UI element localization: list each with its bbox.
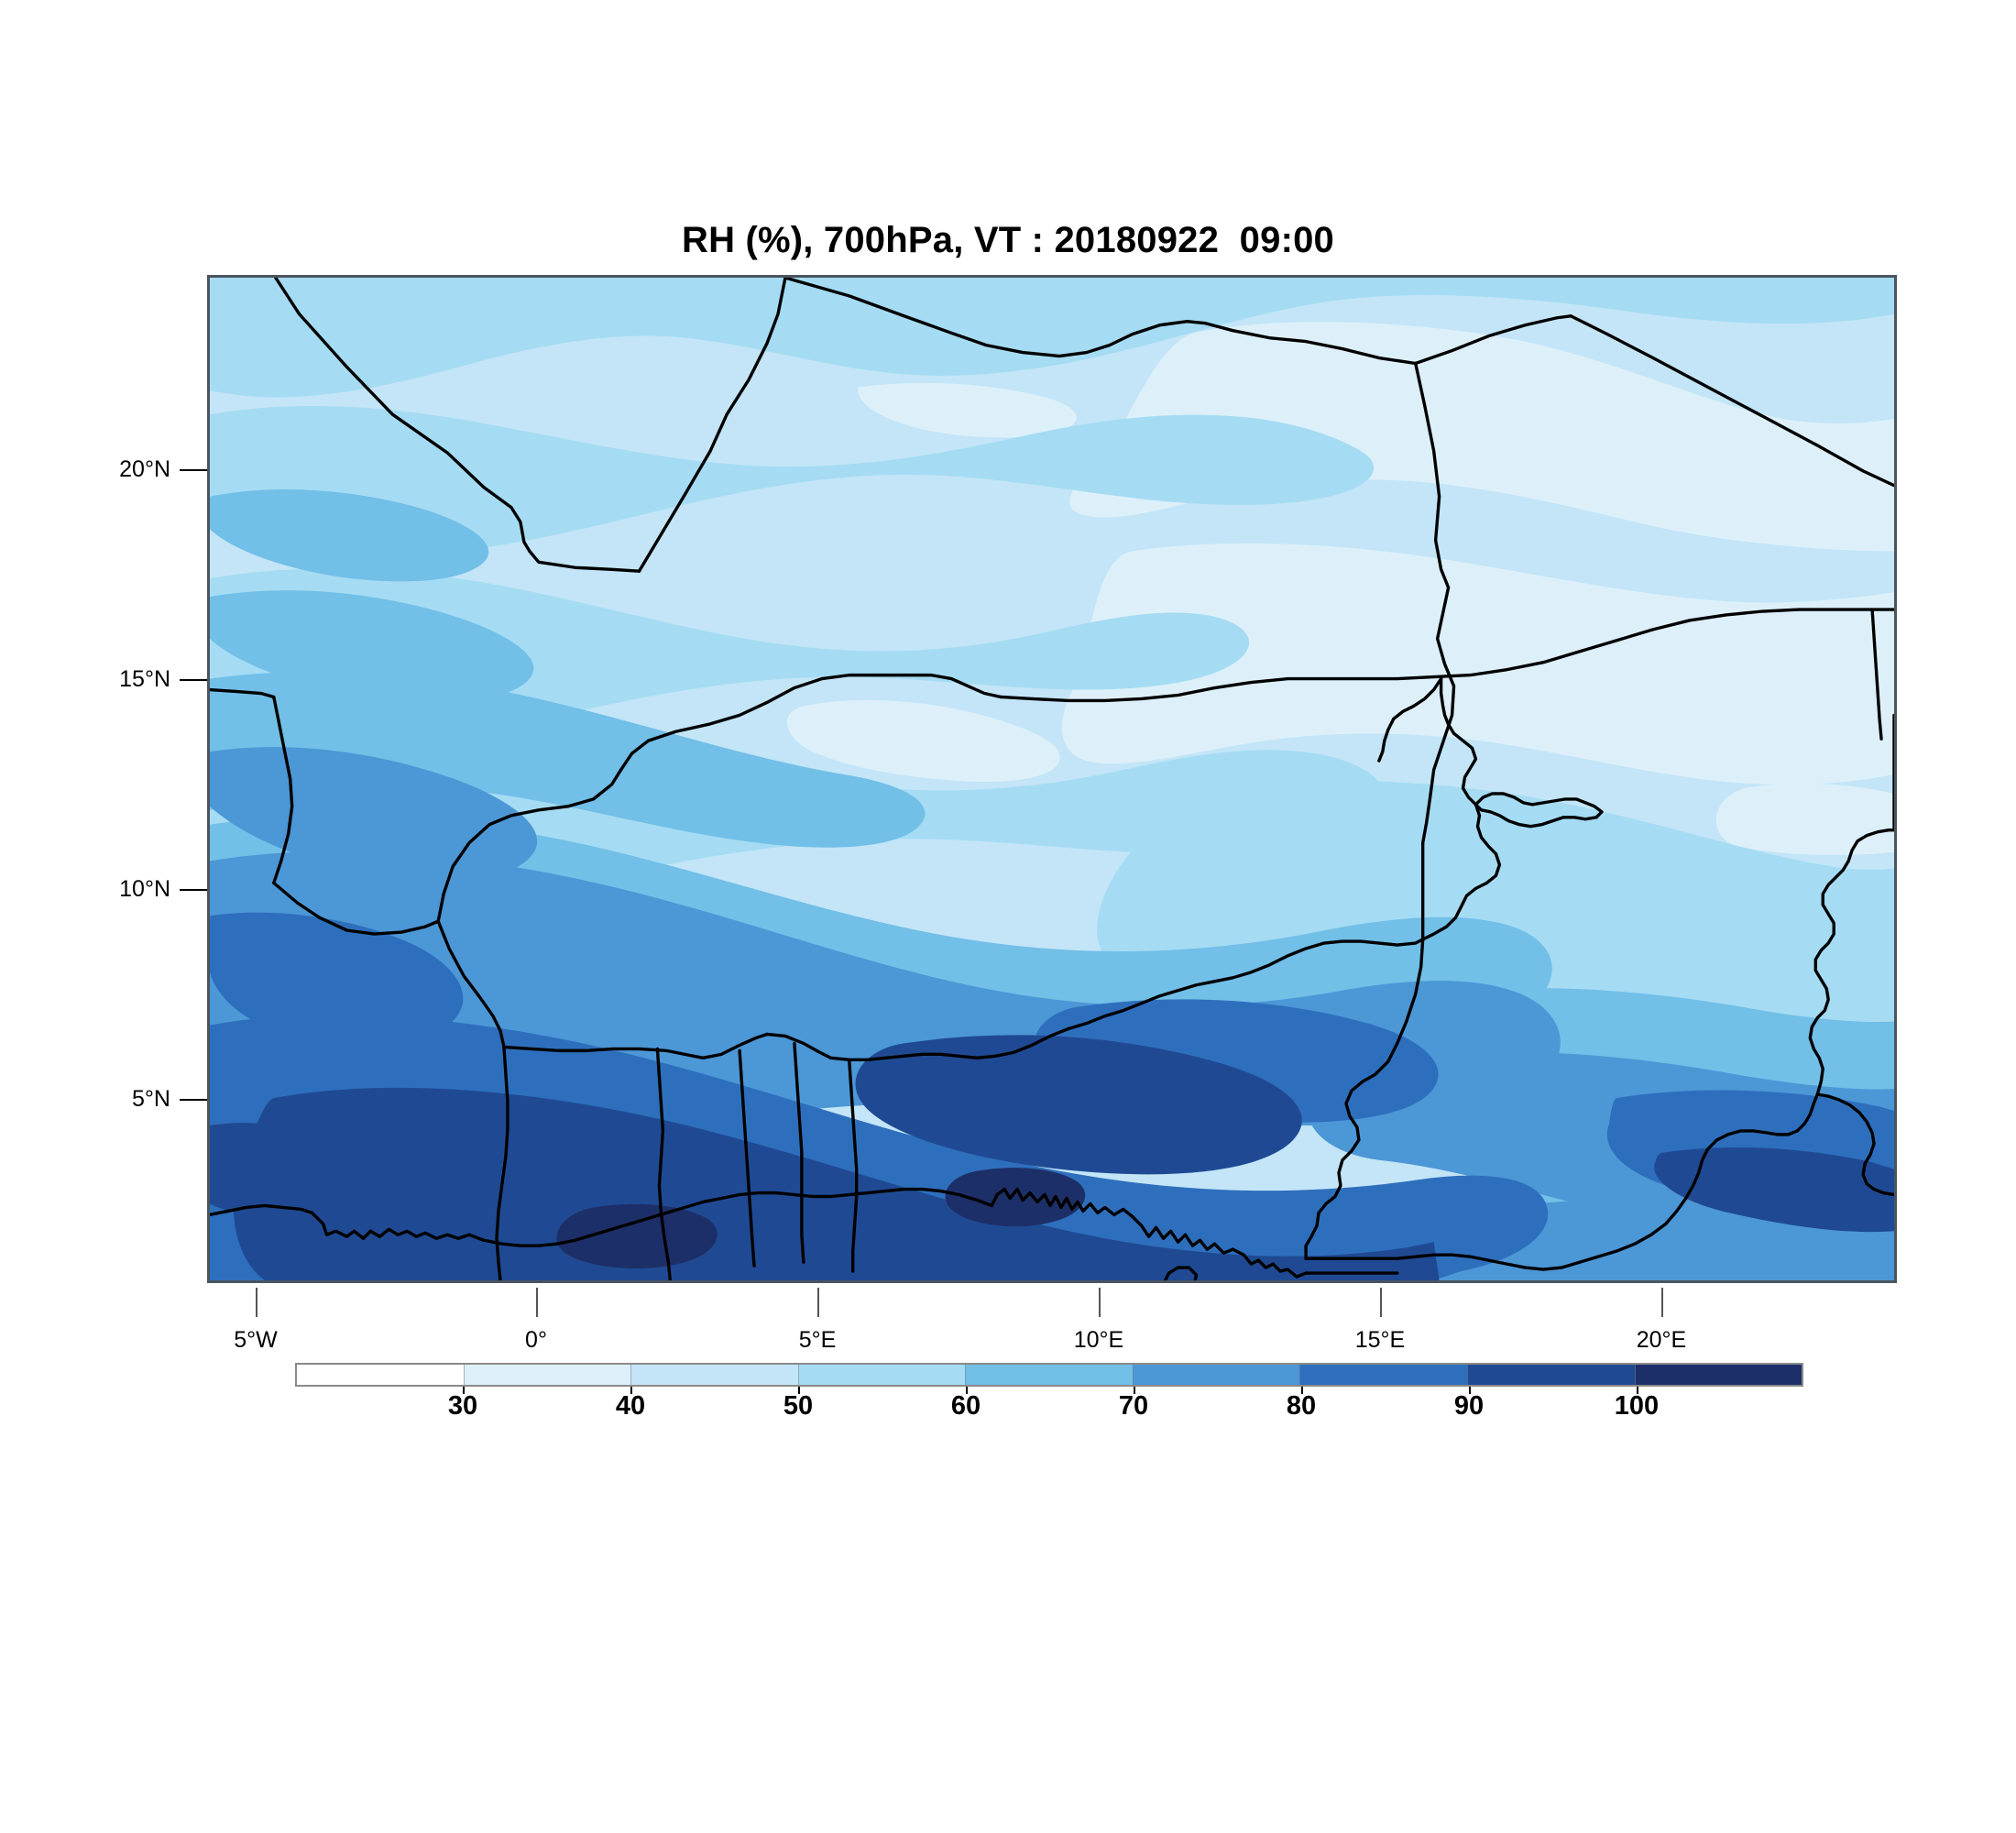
- colorbar-band-80-90: [1299, 1365, 1467, 1385]
- colorbar-tick-mark-90: [1469, 1387, 1471, 1394]
- rh-contour-map: [210, 278, 1894, 1280]
- xtick-label-20E: 20°E: [1636, 1327, 1687, 1353]
- colorbar-tick-label-100: 100: [1614, 1391, 1660, 1421]
- xtick-label-0: 0°: [525, 1327, 547, 1353]
- colorbar-tick-mark-70: [1134, 1387, 1135, 1394]
- map-plot-area[interactable]: [207, 275, 1897, 1283]
- ytick-mark-10N: [180, 889, 207, 891]
- colorbar-tick-label-80: 80: [1286, 1391, 1317, 1421]
- colorbar-tick-mark-40: [630, 1387, 632, 1394]
- colorbar[interactable]: [295, 1363, 1803, 1387]
- page-title: RH (%), 700hPa, VT : 20180922 09:00: [681, 220, 1334, 260]
- colorbar-tick-mark-30: [463, 1387, 465, 1394]
- colorbar-tick-label-60: 60: [950, 1391, 981, 1421]
- colorbar-tick-mark-80: [1301, 1387, 1303, 1394]
- colorbar-band-20-30: [297, 1365, 464, 1385]
- colorbar-band-70-80: [1132, 1365, 1300, 1385]
- colorbar-tick-label-50: 50: [783, 1391, 814, 1421]
- ytick-mark-20N: [180, 469, 207, 471]
- ytick-label-5N: 5°N: [132, 1086, 170, 1112]
- xtick-mark-0: [536, 1288, 538, 1317]
- xtick-mark-10E: [1099, 1288, 1101, 1317]
- xtick-label-10E: 10°E: [1073, 1327, 1124, 1353]
- colorbar-tick-mark-60: [966, 1387, 968, 1394]
- ytick-label-20N: 20°N: [119, 456, 170, 482]
- colorbar-tick-label-70: 70: [1118, 1391, 1149, 1421]
- xtick-label-5E: 5°E: [798, 1327, 837, 1353]
- rh-band-100-110: [556, 1168, 1086, 1269]
- colorbar-band-40-50: [630, 1365, 798, 1385]
- ytick-mark-5N: [180, 1099, 207, 1101]
- xtick-mark-20E: [1661, 1288, 1663, 1317]
- xtick-mark-5W: [256, 1288, 257, 1317]
- colorbar-band-50-60: [797, 1365, 966, 1385]
- colorbar-tick-label-30: 30: [447, 1391, 478, 1421]
- ytick-label-10N: 10°N: [119, 876, 170, 902]
- xtick-label-15E: 15°E: [1354, 1327, 1406, 1353]
- colorbar-band-90-100: [1466, 1365, 1635, 1385]
- country-borders: [210, 278, 1894, 1280]
- ytick-mark-15N: [180, 679, 207, 681]
- colorbar-tick-label-40: 40: [615, 1391, 646, 1421]
- rh-band-90-100: [210, 1035, 1894, 1280]
- xtick-mark-5E: [817, 1288, 819, 1317]
- ytick-label-15N: 15°N: [119, 666, 170, 692]
- colorbar-tick-mark-50: [798, 1387, 800, 1394]
- colorbar-tick-label-90: 90: [1453, 1391, 1485, 1421]
- xtick-mark-15E: [1380, 1288, 1382, 1317]
- xtick-label-5W: 5°W: [234, 1327, 278, 1353]
- colorbar-band-60-70: [965, 1365, 1133, 1385]
- colorbar-band-30-40: [463, 1365, 631, 1385]
- colorbar-tick-mark-100: [1637, 1387, 1638, 1394]
- colorbar-band-100-110: [1634, 1365, 1802, 1385]
